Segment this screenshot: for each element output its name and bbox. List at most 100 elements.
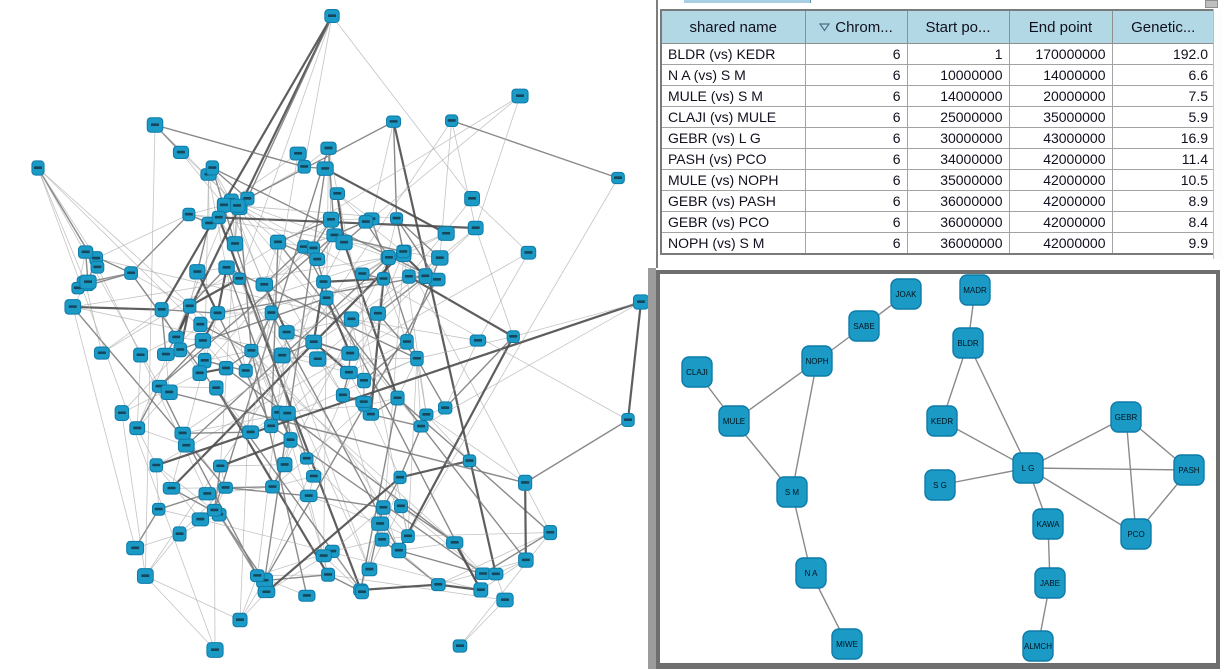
graph-edge[interactable]: [420, 301, 642, 427]
graph-node[interactable]: [206, 642, 224, 658]
scrollbar-fragment[interactable]: [1205, 0, 1218, 8]
graph-node[interactable]: [160, 384, 178, 401]
graph-edge[interactable]: [407, 532, 551, 537]
table-cell[interactable]: 192.0: [1111, 43, 1216, 65]
graph-node[interactable]: [64, 299, 82, 315]
graph-edge[interactable]: [323, 281, 379, 314]
network-node[interactable]: L G: [1012, 452, 1044, 484]
graph-edge[interactable]: [72, 306, 136, 549]
full-network-panel[interactable]: [0, 0, 648, 669]
graph-edge[interactable]: [369, 278, 385, 415]
graph-node[interactable]: [621, 413, 635, 427]
graph-node[interactable]: [321, 567, 336, 582]
graph-node[interactable]: [273, 347, 291, 364]
graph-edge[interactable]: [145, 575, 241, 621]
table-row[interactable]: PASH (vs) PCO 6 34000000 42000000 11.4: [660, 148, 1216, 170]
table-cell[interactable]: 14000000: [906, 85, 1010, 107]
graph-node[interactable]: [374, 532, 390, 547]
graph-edge[interactable]: [213, 510, 216, 651]
graph-node[interactable]: [329, 187, 345, 201]
graph-edge[interactable]: [130, 213, 190, 274]
network-edge[interactable]: [791, 360, 818, 493]
graph-node[interactable]: [206, 503, 222, 517]
graph-edge[interactable]: [308, 495, 329, 575]
network-node[interactable]: S M: [776, 476, 808, 508]
graph-edge[interactable]: [397, 397, 471, 462]
graph-edge[interactable]: [371, 121, 394, 220]
graph-edge[interactable]: [251, 350, 279, 413]
graph-edge[interactable]: [416, 358, 446, 409]
table-cell[interactable]: 6: [804, 85, 908, 107]
graph-node[interactable]: [306, 241, 321, 255]
table-cell[interactable]: 10.5: [1111, 169, 1216, 191]
graph-node[interactable]: [611, 171, 625, 185]
graph-edge[interactable]: [182, 412, 288, 434]
network-node[interactable]: MULE: [718, 405, 750, 437]
table-cell[interactable]: 5.9: [1111, 106, 1216, 128]
graph-node[interactable]: [129, 421, 146, 436]
table-cell[interactable]: 6.6: [1111, 64, 1216, 86]
graph-node[interactable]: [174, 426, 191, 440]
graph-edge[interactable]: [286, 318, 352, 333]
graph-node[interactable]: [469, 334, 487, 347]
table-row[interactable]: CLAJI (vs) MULE 6 25000000 35000000 5.9: [660, 106, 1216, 128]
network-node[interactable]: SABE: [848, 310, 880, 342]
table-cell[interactable]: 9.9: [1111, 232, 1216, 255]
graph-edge[interactable]: [363, 341, 408, 382]
graph-node[interactable]: [124, 266, 138, 280]
table-row[interactable]: BLDR (vs) KEDR 6 1 170000000 192.0: [660, 43, 1216, 65]
table-cell[interactable]: 10000000: [906, 64, 1010, 86]
graph-edge[interactable]: [370, 414, 401, 478]
graph-edge[interactable]: [524, 419, 629, 484]
graph-node[interactable]: [114, 405, 130, 421]
table-cell[interactable]: 42000000: [1008, 232, 1113, 255]
graph-edge[interactable]: [263, 168, 326, 581]
table-cell[interactable]: N A (vs) S M: [660, 64, 806, 86]
graph-node[interactable]: [172, 526, 187, 542]
graph-node[interactable]: [93, 346, 110, 360]
graph-node[interactable]: [335, 234, 353, 251]
graph-edge[interactable]: [246, 15, 333, 199]
network-node[interactable]: CLAJI: [681, 356, 713, 388]
graph-edge[interactable]: [238, 15, 333, 279]
table-cell[interactable]: 6: [804, 148, 908, 170]
table-cell[interactable]: 43000000: [1008, 127, 1113, 149]
graph-node[interactable]: [177, 438, 195, 453]
graph-node[interactable]: [126, 540, 145, 556]
graph-node[interactable]: [343, 311, 360, 327]
graph-edge[interactable]: [306, 405, 365, 459]
graph-node[interactable]: [518, 474, 533, 491]
graph-node[interactable]: [212, 459, 228, 473]
graph-node[interactable]: [464, 190, 480, 207]
full-network-canvas[interactable]: [0, 0, 648, 669]
column-header-startpo[interactable]: Start po...: [906, 9, 1010, 44]
graph-edge[interactable]: [451, 120, 477, 229]
graph-node[interactable]: [488, 567, 504, 581]
graph-node[interactable]: [316, 275, 331, 289]
graph-edge[interactable]: [250, 153, 299, 433]
network-node[interactable]: S G: [924, 469, 956, 501]
graph-node[interactable]: [299, 489, 318, 503]
graph-node[interactable]: [496, 592, 514, 608]
graph-edge[interactable]: [416, 358, 427, 415]
graph-node[interactable]: [255, 277, 274, 292]
graph-node[interactable]: [473, 582, 489, 598]
graph-edge[interactable]: [426, 414, 470, 462]
filtered-network-canvas[interactable]: JOAK MADR SABE BLDR NOPH CLAJI MULE KEDR GEBR L G…: [660, 274, 1216, 663]
graph-edge[interactable]: [277, 219, 332, 243]
graph-edge[interactable]: [453, 542, 482, 591]
table-cell[interactable]: 42000000: [1008, 169, 1113, 191]
graph-node[interactable]: [211, 210, 226, 225]
table-row[interactable]: GEBR (vs) L G 6 30000000 43000000 16.9: [660, 127, 1216, 149]
graph-edge[interactable]: [459, 599, 506, 647]
graph-node[interactable]: [172, 145, 190, 160]
graph-edge[interactable]: [272, 257, 390, 488]
graph-edge[interactable]: [136, 386, 161, 429]
table-cell[interactable]: MULE (vs) NOPH: [660, 169, 806, 191]
column-header-chrom[interactable]: Chrom...: [804, 9, 908, 44]
graph-node[interactable]: [157, 347, 175, 361]
network-node[interactable]: BLDR: [952, 327, 984, 359]
table-cell[interactable]: 6: [804, 127, 908, 149]
graph-node[interactable]: [278, 325, 295, 340]
table-cell[interactable]: 1: [906, 43, 1010, 65]
